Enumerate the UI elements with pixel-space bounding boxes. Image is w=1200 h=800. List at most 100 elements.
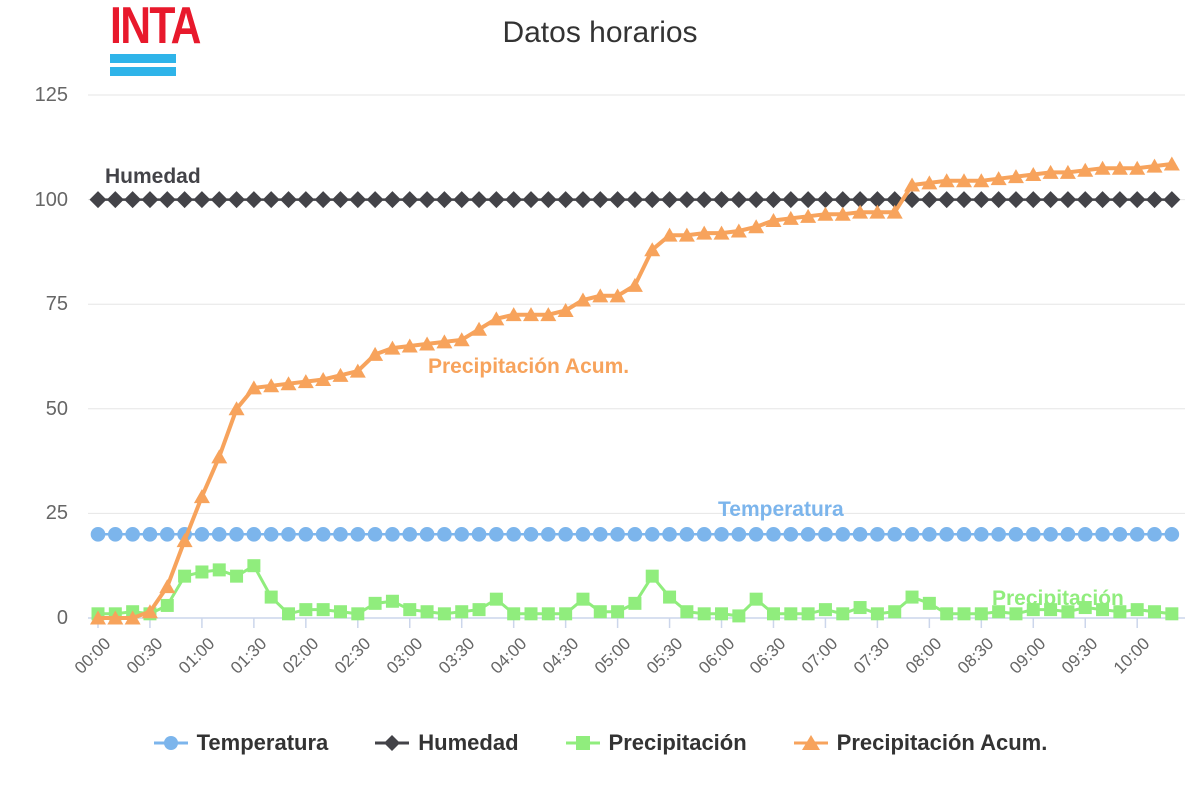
diamond-marker	[331, 191, 349, 209]
circle-marker	[263, 527, 279, 542]
triangle-marker	[401, 338, 418, 353]
triangle-marker	[1094, 160, 1111, 175]
triangle-marker	[730, 223, 747, 238]
circle-marker	[818, 527, 833, 542]
square-marker	[1026, 603, 1040, 617]
diamond-marker	[280, 191, 298, 209]
diamond-marker	[349, 191, 367, 209]
square-marker	[489, 592, 503, 606]
triangle-marker	[696, 225, 713, 240]
triangle-marker	[1077, 162, 1094, 177]
square-marker	[611, 605, 625, 619]
triangle-marker	[973, 173, 990, 188]
diamond-marker	[990, 191, 1008, 209]
circle-marker	[142, 527, 158, 542]
circle-marker	[402, 527, 418, 542]
circle-marker	[1164, 527, 1180, 542]
triangle-marker	[505, 307, 522, 322]
circle-marker	[125, 527, 140, 542]
circle-marker	[835, 527, 851, 542]
square-marker	[1113, 605, 1127, 619]
square-marker	[1078, 601, 1092, 615]
square-marker	[212, 563, 226, 577]
legend-label-temperatura: Temperatura	[196, 730, 329, 755]
inta-logo-bar-top	[110, 54, 176, 63]
square-marker	[299, 603, 313, 617]
triangle-marker	[1163, 156, 1180, 171]
diamond-marker	[1076, 191, 1094, 209]
square-marker	[957, 607, 971, 621]
diamond-marker	[557, 191, 575, 209]
legend-label-precipitacion: Precipitación	[608, 730, 747, 755]
square-marker	[1009, 607, 1023, 621]
diamond-marker	[245, 191, 263, 209]
circle-marker	[108, 527, 123, 542]
square-marker	[264, 590, 278, 604]
square-marker	[645, 569, 659, 583]
square-marker	[559, 607, 573, 621]
circle-marker	[558, 527, 573, 542]
diamond-marker	[522, 191, 540, 209]
diamond-marker	[435, 191, 453, 209]
diamond-marker	[1007, 191, 1025, 209]
square-marker	[992, 605, 1006, 619]
diamond-marker	[176, 191, 194, 209]
triangle-marker	[869, 204, 886, 219]
square-marker	[732, 609, 746, 623]
circle-marker	[541, 527, 556, 542]
diamond-marker	[158, 191, 176, 209]
triangle-marker	[349, 363, 366, 378]
triangle-marker	[90, 610, 106, 625]
triangle-marker	[748, 219, 765, 234]
circle-marker	[471, 527, 487, 542]
circle-marker	[610, 527, 625, 542]
diamond-marker	[609, 191, 627, 209]
circle-marker	[575, 527, 591, 542]
diamond-marker	[470, 191, 488, 209]
triangle-marker	[817, 206, 834, 221]
triangle-marker	[124, 610, 141, 625]
triangle-marker	[315, 372, 332, 387]
square-marker	[818, 603, 832, 617]
circle-marker	[90, 527, 106, 542]
triangle-marker	[644, 242, 661, 257]
legend-item-temperatura[interactable]: Temperatura	[153, 730, 329, 756]
square-marker	[801, 607, 815, 621]
triangle-marker	[419, 336, 436, 351]
legend-item-humedad[interactable]: Humedad	[374, 730, 519, 756]
triangle-marker	[904, 177, 921, 192]
circle-marker	[315, 527, 331, 542]
diamond-marker	[1094, 191, 1112, 209]
triangle-marker	[297, 374, 314, 389]
circle-marker	[783, 527, 799, 542]
diamond-marker	[1128, 191, 1146, 209]
square-marker	[385, 594, 399, 608]
square-marker	[541, 607, 555, 621]
circle-marker	[748, 527, 764, 542]
circle-marker	[852, 527, 868, 542]
circle-marker	[887, 527, 903, 542]
diamond-marker	[453, 191, 471, 209]
circle-marker	[385, 527, 400, 542]
circle-marker	[991, 527, 1006, 542]
legend-item-precipitacion-acum[interactable]: Precipitación Acum.	[793, 730, 1048, 756]
diamond-marker	[1024, 191, 1042, 209]
diamond-marker	[678, 191, 696, 209]
diamond-marker-icon	[375, 735, 410, 751]
square-marker	[905, 590, 919, 604]
circle-marker	[644, 527, 660, 542]
y-axis-tick-label: 75	[45, 293, 68, 316]
circle-marker	[194, 527, 210, 542]
y-axis-tick-label: 0	[56, 607, 68, 629]
triangle-marker	[193, 489, 210, 504]
circle-marker	[679, 527, 695, 542]
legend-label-precipitacion-acum: Precipitación Acum.	[836, 730, 1048, 755]
square-marker	[1165, 607, 1179, 621]
circle-marker	[592, 527, 608, 542]
triangle-marker	[782, 210, 799, 225]
circle-marker	[246, 527, 262, 542]
square-marker	[1096, 603, 1110, 617]
legend-item-precipitacion[interactable]: Precipitación	[565, 730, 747, 756]
triangle-marker	[228, 401, 245, 416]
circle-marker	[922, 527, 937, 542]
